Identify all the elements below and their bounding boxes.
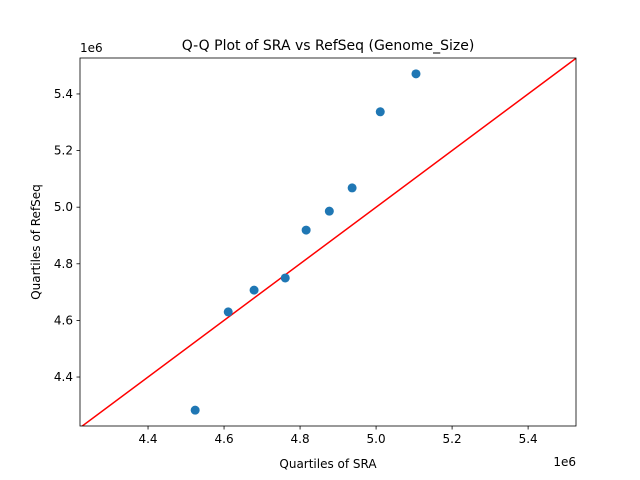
y-tick-label: 4.6 xyxy=(54,313,73,327)
y-tick-label: 4.4 xyxy=(54,370,73,384)
y-tick-label: 5.4 xyxy=(54,87,73,101)
reference-line xyxy=(81,58,576,426)
data-point xyxy=(223,307,233,317)
y-tick-label: 5.0 xyxy=(54,200,73,214)
x-tick-label: 4.4 xyxy=(138,432,157,446)
data-point xyxy=(301,225,311,235)
x-tick-label: 4.8 xyxy=(291,432,310,446)
x-tick-label: 4.6 xyxy=(215,432,234,446)
data-point xyxy=(324,206,334,216)
y-offset-label: 1e6 xyxy=(80,41,103,55)
data-point xyxy=(190,405,200,415)
data-point xyxy=(280,273,290,283)
data-point xyxy=(347,183,357,193)
y-axis-label: Quartiles of RefSeq xyxy=(29,184,43,300)
axes-frame xyxy=(79,57,577,427)
data-point xyxy=(249,285,259,295)
data-point xyxy=(375,107,385,117)
x-offset-label: 1e6 xyxy=(553,455,576,469)
x-tick-label: 5.4 xyxy=(519,432,538,446)
y-tick-label: 4.8 xyxy=(54,257,73,271)
x-tick-label: 5.2 xyxy=(443,432,462,446)
x-tick-label: 5.0 xyxy=(367,432,386,446)
data-point xyxy=(411,69,421,79)
chart-title: Q-Q Plot of SRA vs RefSeq (Genome_Size) xyxy=(182,38,475,54)
y-tick-label: 5.2 xyxy=(54,144,73,158)
x-axis-label: Quartiles of SRA xyxy=(279,457,377,471)
